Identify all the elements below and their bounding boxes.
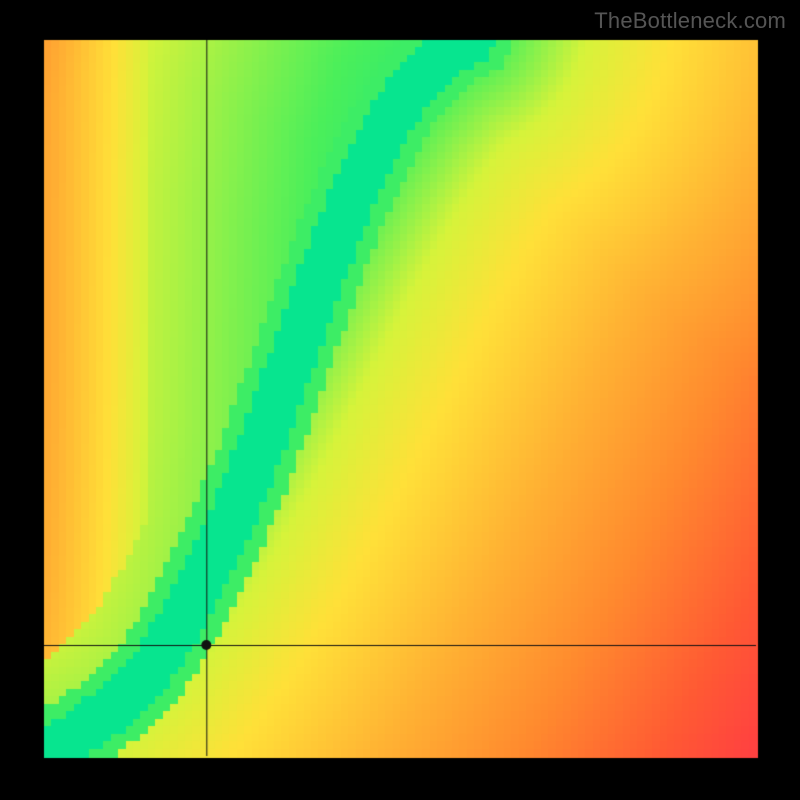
chart-root: TheBottleneck.com (0, 0, 800, 800)
heatmap-canvas (0, 0, 800, 800)
watermark-text: TheBottleneck.com (594, 8, 786, 34)
